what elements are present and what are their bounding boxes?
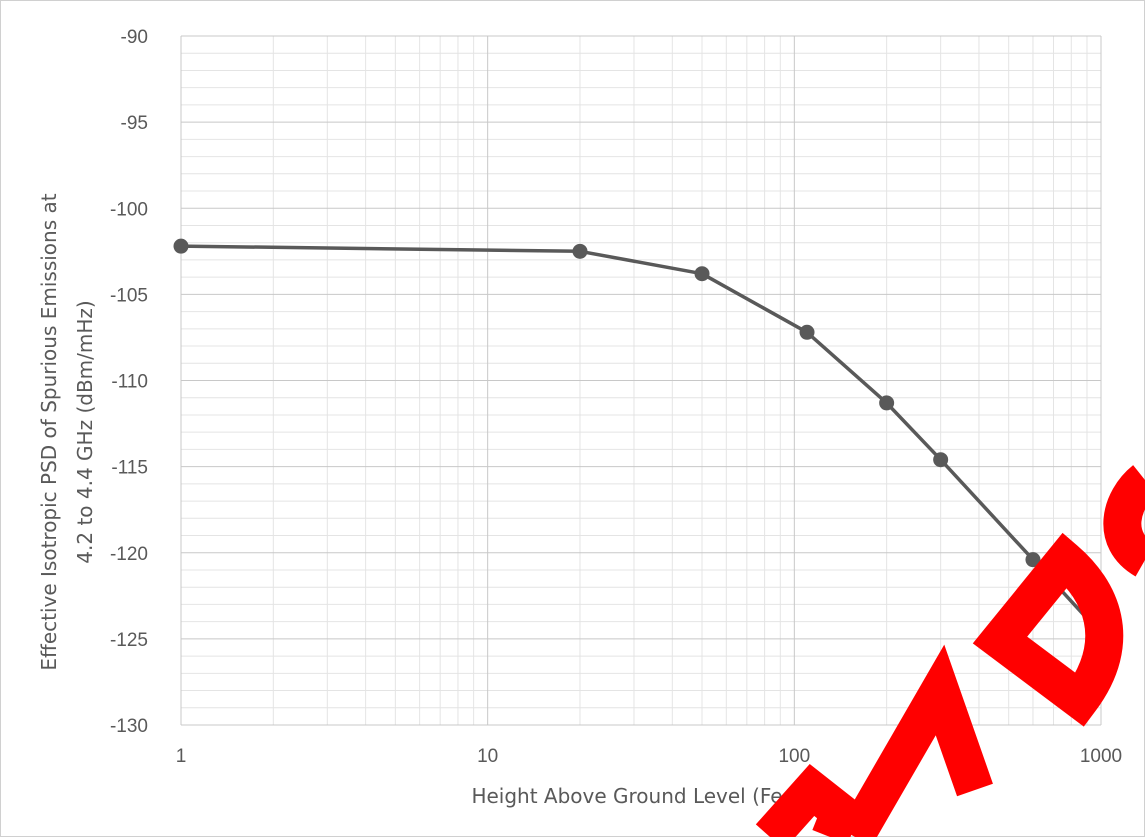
y-tick-label: -105 <box>110 285 148 306</box>
data-point <box>694 266 710 282</box>
y-tick-label: -125 <box>110 630 148 651</box>
x-axis: 1 10 100 1000 <box>176 746 1122 767</box>
watermark-stamp <box>755 465 1145 837</box>
x-tick-label: 1 <box>176 746 187 767</box>
y-tick-label: -90 <box>121 27 148 48</box>
data-point <box>933 452 949 468</box>
x-tick-label: 100 <box>778 746 810 767</box>
x-axis-title: Height Above Ground Level (Feet) <box>471 784 810 808</box>
y-axis-title: Effective Isotropic PSD of Spurious Emis… <box>37 193 97 670</box>
y-axis-title-line-2: 4.2 to 4.4 GHz (dBm/mHz) <box>73 300 97 563</box>
x-tick-label: 1000 <box>1080 746 1122 767</box>
y-axis-title-line-1: Effective Isotropic PSD of Spurious Emis… <box>37 193 61 670</box>
y-tick-label: -100 <box>110 199 148 220</box>
y-tick-label: -130 <box>110 716 148 737</box>
y-tick-label: -110 <box>111 372 148 393</box>
data-point <box>1025 552 1041 568</box>
grid <box>180 35 1102 726</box>
data-point <box>799 324 815 340</box>
watermark-letter-d <box>972 532 1124 727</box>
watermark-letter-o <box>1103 465 1145 577</box>
data-point <box>879 395 895 411</box>
data-point <box>572 243 588 259</box>
y-tick-label: -115 <box>111 458 148 479</box>
y-axis: -90 -95 -100 -105 -110 -115 -120 -125 -130 <box>110 27 148 737</box>
series-line <box>180 244 1103 635</box>
y-tick-label: -95 <box>121 113 148 134</box>
watermark-letter-r <box>755 764 863 837</box>
watermark-letter-a <box>838 644 993 837</box>
y-tick-label: -120 <box>110 544 148 565</box>
x-tick-label: 10 <box>477 746 498 767</box>
data-point <box>173 238 189 254</box>
